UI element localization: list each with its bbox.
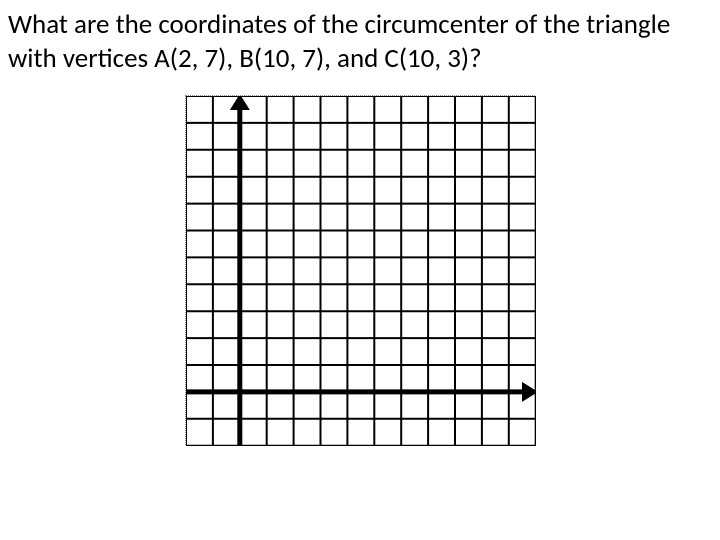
coordinate-grid (185, 95, 535, 445)
grid-svg (186, 96, 536, 446)
question-text: What are the coordinates of the circumce… (8, 8, 712, 76)
